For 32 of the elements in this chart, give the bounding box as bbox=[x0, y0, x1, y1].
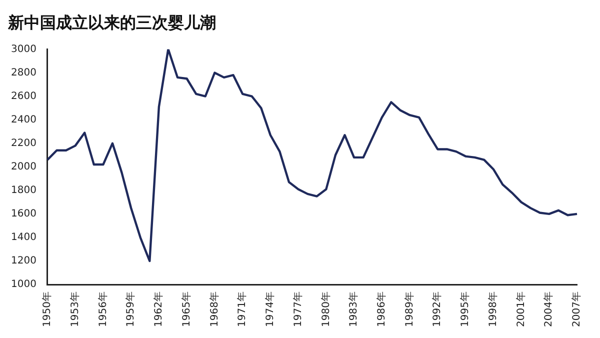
x-tick-label: 1983年 bbox=[348, 292, 360, 328]
y-tick-label: 2600 bbox=[10, 90, 36, 102]
x-tick-label: 1980年 bbox=[320, 292, 332, 328]
x-tick-label: 1956年 bbox=[96, 292, 109, 328]
x-tick-label: 1968年 bbox=[208, 292, 220, 328]
x-tick-label: 1989年 bbox=[403, 292, 416, 328]
x-tick-label: 2007年 bbox=[570, 292, 583, 328]
x-tick-label: 1959年 bbox=[124, 292, 137, 328]
y-tick-label: 2400 bbox=[10, 114, 36, 126]
y-tick-label: 1600 bbox=[10, 208, 36, 220]
x-tick-label: 2001年 bbox=[514, 292, 527, 328]
y-tick-label: 2200 bbox=[10, 138, 36, 149]
y-tick-label: 1400 bbox=[10, 232, 36, 244]
x-tick-label: 1971年 bbox=[236, 292, 248, 328]
x-tick-label: 1995年 bbox=[459, 292, 472, 328]
y-tick-label: 1200 bbox=[10, 256, 36, 267]
x-tick-label: 1998年 bbox=[486, 292, 499, 328]
x-tick-label: 2004年 bbox=[542, 292, 555, 328]
x-tick-label: 1986年 bbox=[375, 292, 388, 328]
y-tick-label: 1800 bbox=[10, 185, 36, 196]
y-tick-label: 1000 bbox=[10, 279, 36, 290]
x-tick-label: 1977年 bbox=[292, 292, 304, 328]
y-tick-label: 3000 bbox=[10, 44, 36, 55]
y-tick-label: 2000 bbox=[10, 161, 36, 172]
x-tick-label: 1962年 bbox=[152, 292, 165, 328]
x-tick-label: 1974年 bbox=[264, 292, 276, 328]
x-tick-label: 1950年 bbox=[41, 292, 54, 328]
chart-title: 新中国成立以来的三次婴儿潮 bbox=[7, 12, 216, 32]
x-tick-label: 1953年 bbox=[68, 292, 81, 328]
x-tick-label: 1992年 bbox=[431, 292, 444, 328]
y-tick-label: 2800 bbox=[10, 67, 36, 78]
x-tick-label: 1965年 bbox=[180, 292, 192, 328]
